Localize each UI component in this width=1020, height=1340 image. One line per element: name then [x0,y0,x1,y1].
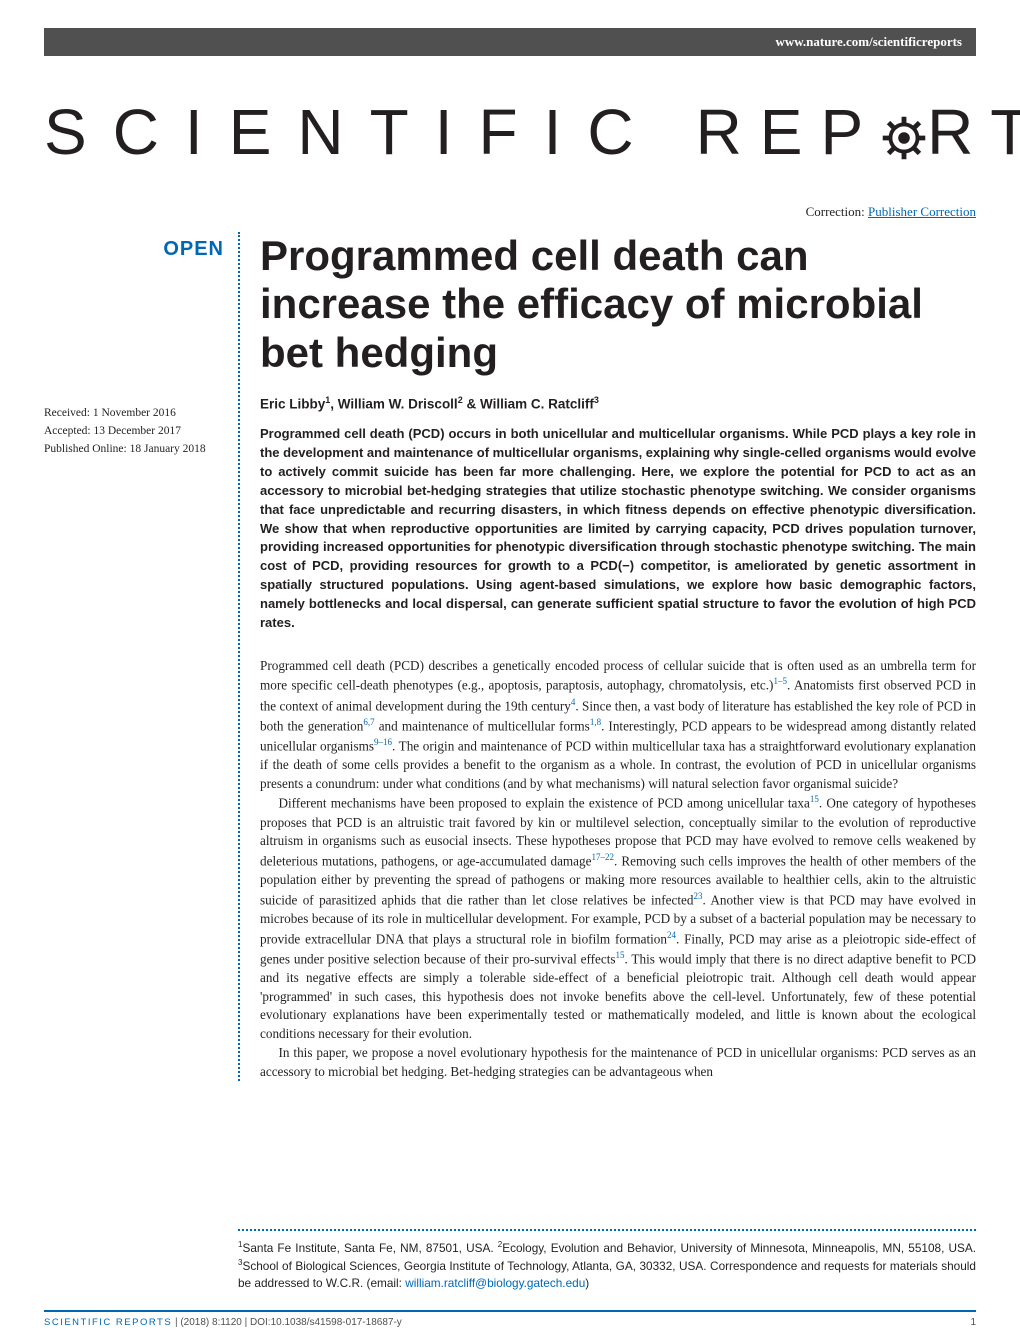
ref-link[interactable]: 6,7 [363,717,374,727]
ref-link[interactable]: 24 [667,930,676,940]
date-published: Published Online: 18 January 2018 [44,441,224,459]
date-received: Received: 1 November 2016 [44,405,224,423]
open-access-badge: OPEN [44,238,224,261]
body-text: Programmed cell death (PCD) describes a … [260,657,976,1082]
body-paragraph-1: Programmed cell death (PCD) describes a … [260,657,976,794]
body-paragraph-2: Different mechanisms have been proposed … [260,793,976,1044]
page-number: 1 [970,1317,976,1328]
correction-link[interactable]: Publisher Correction [868,204,976,219]
affiliations: 1Santa Fe Institute, Santa Fe, NM, 87501… [238,1229,976,1292]
ref-link[interactable]: 15 [616,950,625,960]
ref-link[interactable]: 17–22 [591,852,614,862]
ref-link[interactable]: 1–5 [773,676,787,686]
body-paragraph-3: In this paper, we propose a novel evolut… [260,1044,976,1081]
correction-notice: Correction: Publisher Correction [806,204,976,220]
article-dates: Received: 1 November 2016 Accepted: 13 D… [44,405,224,458]
footer-journal-name: SCIENTIFIC REPORTS [44,1317,172,1328]
left-sidebar: OPEN Received: 1 November 2016 Accepted:… [44,232,224,1081]
authors-list: Eric Libby1, William W. Driscoll2 & Will… [260,395,976,412]
logo-reports: REPRTS [696,95,1020,169]
logo-scientific: SCIENTIFIC [44,95,660,169]
header-url[interactable]: www.nature.com/scientificreports [775,34,962,49]
correspondence-email[interactable]: william.ratcliff@biology.gatech.edu [405,1276,585,1290]
article-title: Programmed cell death can increase the e… [260,232,976,377]
main-column: Programmed cell death can increase the e… [238,232,976,1081]
header-bar: www.nature.com/scientificreports [44,28,976,56]
ref-link[interactable]: 15 [810,794,819,804]
ref-link[interactable]: 9–16 [374,737,392,747]
date-accepted: Accepted: 13 December 2017 [44,423,224,441]
page-footer: SCIENTIFIC REPORTS | (2018) 8:1120 | DOI… [44,1310,976,1328]
ref-link[interactable]: 1,8 [590,717,601,727]
abstract: Programmed cell death (PCD) occurs in bo… [260,425,976,632]
footer-citation: SCIENTIFIC REPORTS | (2018) 8:1120 | DOI… [44,1317,402,1328]
correction-label: Correction: [806,204,865,219]
gear-icon [875,108,933,166]
journal-logo: SCIENTIFIC REPRTS [44,95,976,169]
